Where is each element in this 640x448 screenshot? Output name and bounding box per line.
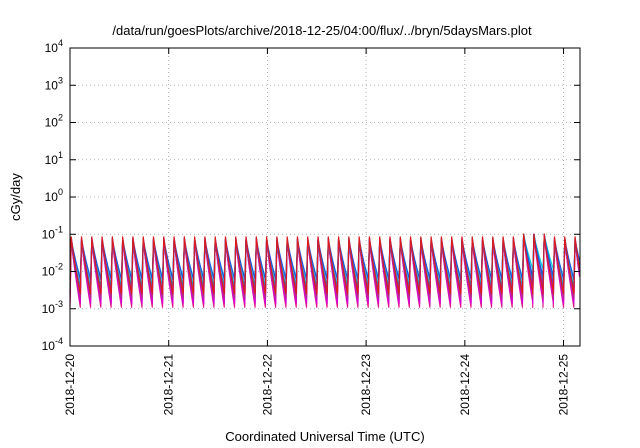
y-tick-label: 104 bbox=[45, 38, 63, 55]
x-tick-label: 2018-12-20 bbox=[63, 354, 77, 416]
y-tick-label: 102 bbox=[45, 113, 63, 130]
y-tick-label: 101 bbox=[45, 150, 63, 167]
y-tick-label: 10-3 bbox=[42, 299, 63, 316]
x-tick-label: 2018-12-24 bbox=[458, 354, 472, 416]
chart-title: /data/run/goesPlots/archive/2018-12-25/0… bbox=[112, 23, 532, 38]
x-tick-label: 2018-12-23 bbox=[359, 354, 373, 416]
y-tick-label: 103 bbox=[45, 75, 63, 92]
x-tick-label: 2018-12-22 bbox=[260, 354, 274, 416]
y-tick-label: 10-2 bbox=[42, 262, 63, 279]
y-tick-label: 100 bbox=[45, 187, 63, 204]
y-tick-label: 10-1 bbox=[42, 224, 63, 241]
axes: 2018-12-20 2018-12-21 2018-12-22 2018-12-23… bbox=[42, 38, 580, 415]
grid bbox=[70, 48, 580, 346]
x-tick-label: 2018-12-25 bbox=[557, 354, 571, 416]
series-group bbox=[69, 233, 581, 308]
x-axis-label: Coordinated Universal Time (UTC) bbox=[225, 429, 424, 444]
series-line bbox=[69, 233, 581, 295]
x-tick-label: 2018-12-21 bbox=[162, 354, 176, 416]
y-tick-label: 10-4 bbox=[42, 336, 63, 353]
y-axis-label: cGy/day bbox=[8, 173, 23, 221]
